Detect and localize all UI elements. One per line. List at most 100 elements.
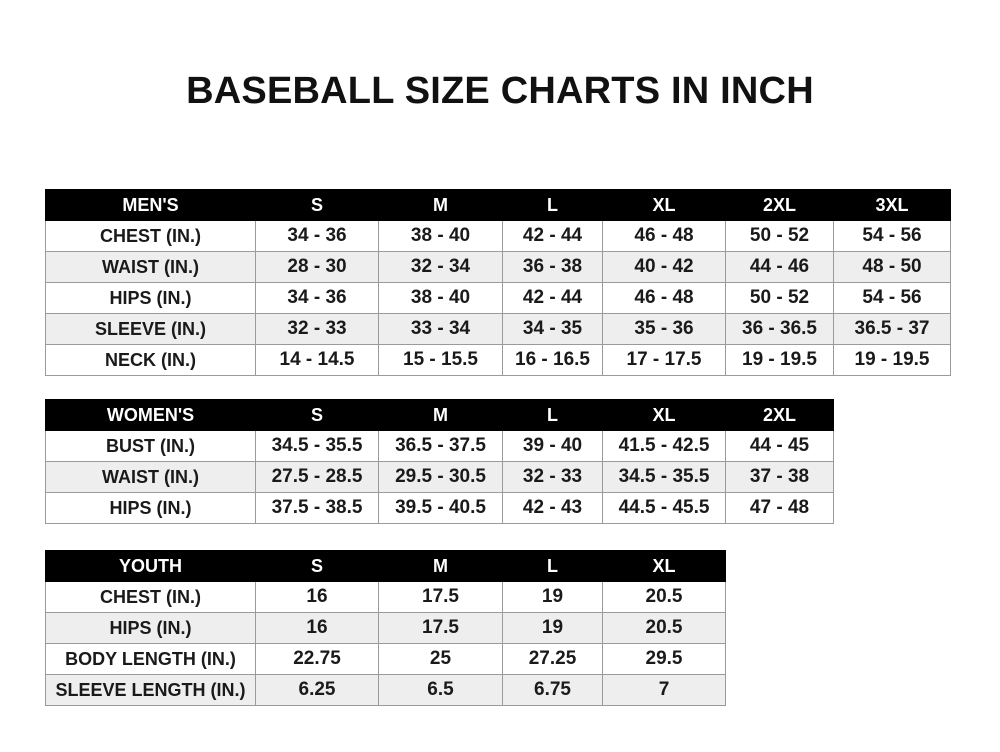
measurement-label: HIPS (IN.) bbox=[45, 612, 256, 644]
measurement-label: HIPS (IN.) bbox=[45, 282, 256, 314]
table-row: NECK (IN.) 14 - 14.5 15 - 15.5 16 - 16.5 17 … bbox=[45, 344, 951, 376]
header-row: WOMEN'S S M L XL 2XL bbox=[45, 399, 834, 431]
youth-size-table: YOUTH S M L XL CHEST (IN.) 16 17.5 19 20.5 HIPS (I… bbox=[45, 550, 726, 706]
measurement-label: WAIST (IN.) bbox=[45, 461, 256, 493]
size-header: L bbox=[502, 550, 603, 582]
size-value: 38 - 40 bbox=[378, 282, 503, 314]
size-value: 44 - 45 bbox=[725, 430, 834, 462]
table-row: HIPS (IN.) 16 17.5 19 20.5 bbox=[45, 612, 726, 644]
size-value: 36 - 38 bbox=[502, 251, 603, 283]
size-value: 34.5 - 35.5 bbox=[255, 430, 379, 462]
measurement-label: SLEEVE LENGTH (IN.) bbox=[45, 674, 256, 706]
size-value: 33 - 34 bbox=[378, 313, 503, 345]
size-value: 17.5 bbox=[378, 581, 503, 613]
measurement-label: HIPS (IN.) bbox=[45, 492, 256, 524]
size-value: 41.5 - 42.5 bbox=[602, 430, 726, 462]
size-value: 27.5 - 28.5 bbox=[255, 461, 379, 493]
size-value: 34 - 36 bbox=[255, 282, 379, 314]
size-header: XL bbox=[602, 399, 726, 431]
size-value: 36.5 - 37 bbox=[833, 313, 951, 345]
size-value: 20.5 bbox=[602, 612, 726, 644]
size-value: 17.5 bbox=[378, 612, 503, 644]
size-value: 48 - 50 bbox=[833, 251, 951, 283]
measurement-label: SLEEVE (IN.) bbox=[45, 313, 256, 345]
table-row: HIPS (IN.) 37.5 - 38.5 39.5 - 40.5 42 - 43 4… bbox=[45, 492, 834, 524]
table-row: WAIST (IN.) 28 - 30 32 - 34 36 - 38 40 - 42 4… bbox=[45, 251, 951, 283]
size-header: M bbox=[378, 550, 503, 582]
size-value: 32 - 34 bbox=[378, 251, 503, 283]
size-header: 2XL bbox=[725, 399, 834, 431]
size-value: 42 - 43 bbox=[502, 492, 603, 524]
size-value: 50 - 52 bbox=[725, 282, 834, 314]
size-value: 27.25 bbox=[502, 643, 603, 675]
size-value: 19 bbox=[502, 612, 603, 644]
size-value: 14 - 14.5 bbox=[255, 344, 379, 376]
size-value: 22.75 bbox=[255, 643, 379, 675]
size-header: S bbox=[255, 550, 379, 582]
size-value: 36 - 36.5 bbox=[725, 313, 834, 345]
table-row: WAIST (IN.) 27.5 - 28.5 29.5 - 30.5 32 - 33… bbox=[45, 461, 834, 493]
size-value: 54 - 56 bbox=[833, 282, 951, 314]
size-value: 29.5 bbox=[602, 643, 726, 675]
size-value: 29.5 - 30.5 bbox=[378, 461, 503, 493]
size-value: 17 - 17.5 bbox=[602, 344, 726, 376]
size-header: 2XL bbox=[725, 189, 834, 221]
size-value: 6.25 bbox=[255, 674, 379, 706]
category-header: YOUTH bbox=[45, 550, 256, 582]
header-row: YOUTH S M L XL bbox=[45, 550, 726, 582]
size-value: 42 - 44 bbox=[502, 282, 603, 314]
header-row: MEN'S S M L XL 2XL 3XL bbox=[45, 189, 951, 221]
size-value: 44.5 - 45.5 bbox=[602, 492, 726, 524]
size-value: 46 - 48 bbox=[602, 220, 726, 252]
table-row: BODY LENGTH (IN.) 22.75 25 27.25 29.5 bbox=[45, 643, 726, 675]
table-row: SLEEVE LENGTH (IN.) 6.25 6.5 6.75 7 bbox=[45, 674, 726, 706]
measurement-label: CHEST (IN.) bbox=[45, 581, 256, 613]
size-value: 34.5 - 35.5 bbox=[602, 461, 726, 493]
size-header: XL bbox=[602, 189, 726, 221]
table-row: HIPS (IN.) 34 - 36 38 - 40 42 - 44 46 - 48 50… bbox=[45, 282, 951, 314]
size-value: 50 - 52 bbox=[725, 220, 834, 252]
size-header: L bbox=[502, 399, 603, 431]
size-value: 54 - 56 bbox=[833, 220, 951, 252]
mens-size-table: MEN'S S M L XL 2XL 3XL CHEST (IN.) 34 - 36 38 - 4… bbox=[45, 189, 951, 376]
size-value: 16 bbox=[255, 612, 379, 644]
measurement-label: CHEST (IN.) bbox=[45, 220, 256, 252]
size-header: S bbox=[255, 189, 379, 221]
size-value: 34 - 36 bbox=[255, 220, 379, 252]
size-value: 38 - 40 bbox=[378, 220, 503, 252]
size-header: L bbox=[502, 189, 603, 221]
size-value: 37 - 38 bbox=[725, 461, 834, 493]
size-value: 36.5 - 37.5 bbox=[378, 430, 503, 462]
size-value: 6.5 bbox=[378, 674, 503, 706]
size-value: 19 - 19.5 bbox=[833, 344, 951, 376]
size-value: 44 - 46 bbox=[725, 251, 834, 283]
measurement-label: BUST (IN.) bbox=[45, 430, 256, 462]
size-value: 40 - 42 bbox=[602, 251, 726, 283]
size-value: 20.5 bbox=[602, 581, 726, 613]
size-value: 42 - 44 bbox=[502, 220, 603, 252]
size-value: 28 - 30 bbox=[255, 251, 379, 283]
size-header: 3XL bbox=[833, 189, 951, 221]
womens-size-table: WOMEN'S S M L XL 2XL BUST (IN.) 34.5 - 35.5 36.5… bbox=[45, 399, 834, 524]
size-value: 15 - 15.5 bbox=[378, 344, 503, 376]
size-value: 16 bbox=[255, 581, 379, 613]
table-row: CHEST (IN.) 16 17.5 19 20.5 bbox=[45, 581, 726, 613]
size-value: 7 bbox=[602, 674, 726, 706]
size-value: 19 bbox=[502, 581, 603, 613]
size-value: 39 - 40 bbox=[502, 430, 603, 462]
table-row: CHEST (IN.) 34 - 36 38 - 40 42 - 44 46 - 48 5… bbox=[45, 220, 951, 252]
measurement-label: NECK (IN.) bbox=[45, 344, 256, 376]
size-value: 34 - 35 bbox=[502, 313, 603, 345]
size-value: 47 - 48 bbox=[725, 492, 834, 524]
size-value: 32 - 33 bbox=[255, 313, 379, 345]
size-value: 19 - 19.5 bbox=[725, 344, 834, 376]
table-row: SLEEVE (IN.) 32 - 33 33 - 34 34 - 35 35 - 36… bbox=[45, 313, 951, 345]
measurement-label: WAIST (IN.) bbox=[45, 251, 256, 283]
size-value: 6.75 bbox=[502, 674, 603, 706]
size-header: XL bbox=[602, 550, 726, 582]
size-value: 37.5 - 38.5 bbox=[255, 492, 379, 524]
size-value: 25 bbox=[378, 643, 503, 675]
page-title: BASEBALL SIZE CHARTS IN INCH bbox=[186, 70, 814, 112]
size-header: S bbox=[255, 399, 379, 431]
size-value: 32 - 33 bbox=[502, 461, 603, 493]
